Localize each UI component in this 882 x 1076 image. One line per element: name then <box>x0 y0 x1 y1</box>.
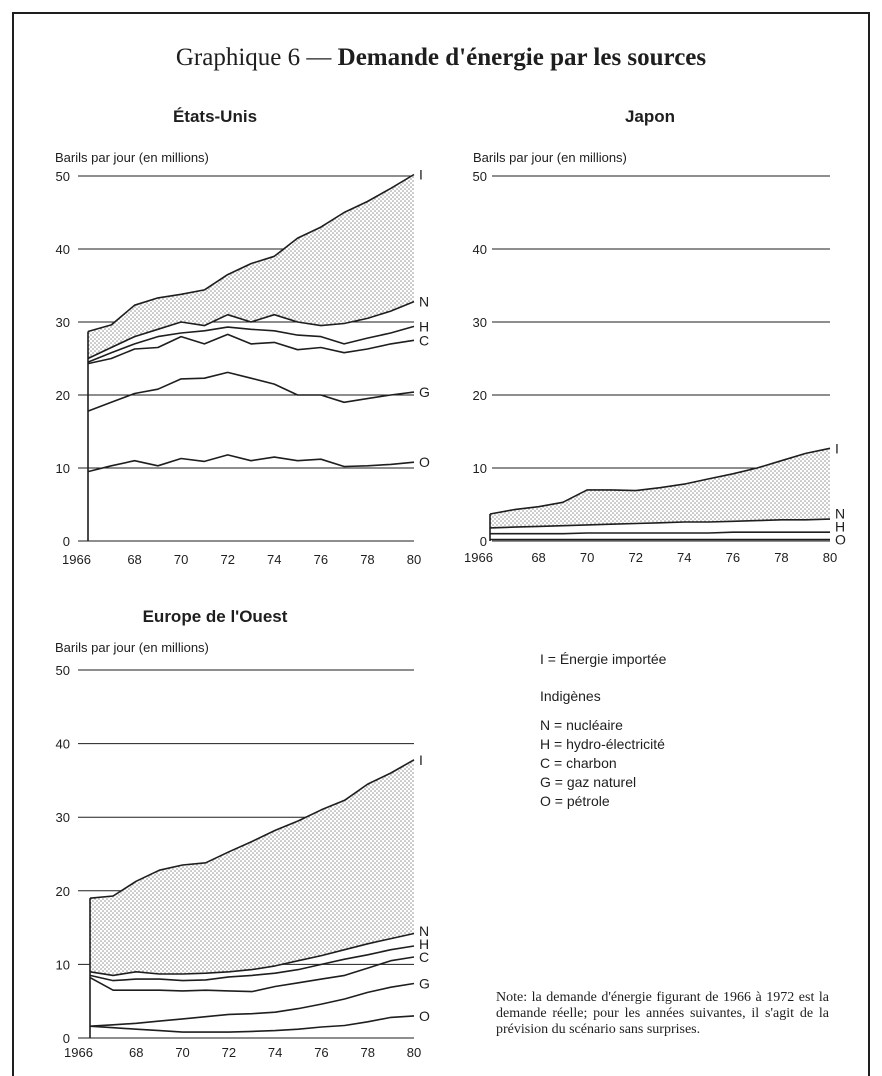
series-line-h <box>490 531 830 535</box>
x-tick-label: 1966 <box>464 550 493 565</box>
series-end-label: N <box>419 294 429 310</box>
series-end-label: I <box>419 752 423 768</box>
title-main: Demande d'énergie par les sources <box>337 44 707 71</box>
chart-title: États-Unis <box>173 107 257 126</box>
x-tick-label: 78 <box>360 552 374 567</box>
x-tick-label: 74 <box>677 550 691 565</box>
series-end-label: N <box>419 923 429 939</box>
series-end-label: O <box>419 454 430 470</box>
series-end-label: H <box>419 318 429 334</box>
series-line-i <box>89 759 415 899</box>
x-tick-label: 1966 <box>62 552 91 567</box>
legend: I = Énergie importée Indigènes N = nuclé… <box>540 650 666 811</box>
x-tick-label: 72 <box>628 550 642 565</box>
y-tick-label: 0 <box>63 1031 70 1046</box>
note: Note: la demande d'énergie figurant de 1… <box>496 990 829 1037</box>
series-line-n <box>89 932 415 977</box>
x-tick-label: 68 <box>127 552 141 567</box>
y-tick-label: 20 <box>473 388 487 403</box>
x-tick-label: 1966 <box>64 1045 93 1060</box>
x-tick-label: 74 <box>267 552 281 567</box>
series-line-g <box>87 371 415 412</box>
x-tick-label: 76 <box>314 1045 328 1060</box>
series-end-label: G <box>419 384 430 400</box>
series-line-n <box>489 518 831 529</box>
series-line-c <box>89 956 415 993</box>
x-tick-label: 76 <box>726 550 740 565</box>
series-line-i <box>489 447 831 515</box>
series-line-h <box>87 325 415 363</box>
series-end-label: C <box>419 332 429 348</box>
legend-item-h: H = hydro-électricité <box>540 736 665 752</box>
y-tick-label: 40 <box>56 242 70 257</box>
series-line-o <box>87 454 415 473</box>
legend-item-n: N = nucléaire <box>540 717 623 733</box>
y-tick-label: 20 <box>56 388 70 403</box>
x-tick-label: 70 <box>580 550 594 565</box>
chart-europe-ouest: Europe de l'Ouest Barils par jour (en mil… <box>55 607 430 1060</box>
legend-item-g: G = gaz naturel <box>540 774 637 790</box>
series-end-label: N <box>835 506 845 522</box>
x-tick-label: 68 <box>129 1045 143 1060</box>
x-tick-label: 68 <box>531 550 545 565</box>
x-tick-label: 76 <box>314 552 328 567</box>
x-tick-label: 80 <box>407 552 421 567</box>
y-tick-label: 0 <box>480 534 487 549</box>
series-line-i <box>87 173 415 333</box>
series-end-label: I <box>419 167 423 183</box>
x-tick-label: 78 <box>774 550 788 565</box>
series-end-label: H <box>835 519 845 535</box>
x-tick-label: 72 <box>220 552 234 567</box>
y-tick-label: 40 <box>56 737 70 752</box>
x-tick-label: 70 <box>175 1045 189 1060</box>
y-tick-label: 30 <box>473 315 487 330</box>
imported-area <box>90 759 414 976</box>
x-tick-label: 72 <box>222 1045 236 1060</box>
y-tick-label: 30 <box>56 315 70 330</box>
x-tick-label: 80 <box>823 550 837 565</box>
legend-imported: I = Énergie importée <box>540 651 667 667</box>
y-tick-label: 50 <box>56 663 70 678</box>
x-tick-label: 74 <box>268 1045 282 1060</box>
x-tick-label: 80 <box>407 1045 421 1060</box>
y-tick-label: 10 <box>56 461 70 476</box>
y-tick-label: 10 <box>473 461 487 476</box>
page-title: Graphique 6 — Demande d'énergie par les … <box>0 44 882 72</box>
y-tick-label: 50 <box>56 169 70 184</box>
series-end-label: C <box>419 949 429 965</box>
series-end-label: I <box>835 440 839 456</box>
chart-japon: Japon Barils par jour (en millions) 0 10 20 3… <box>464 107 846 565</box>
y-tick-label: 0 <box>63 534 70 549</box>
ylabel: Barils par jour (en millions) <box>55 150 209 165</box>
ylabel: Barils par jour (en millions) <box>473 150 627 165</box>
legend-indigenous-heading: Indigènes <box>540 688 601 704</box>
series-line-g <box>89 982 415 1027</box>
title-prefix: Graphique 6 — <box>175 44 332 71</box>
ylabel: Barils par jour (en millions) <box>55 640 209 655</box>
x-tick-label: 78 <box>360 1045 374 1060</box>
series-end-label: H <box>419 936 429 952</box>
legend-item-o: O = pétrole <box>540 793 610 809</box>
series-end-label: O <box>419 1008 430 1024</box>
y-tick-label: 50 <box>473 169 487 184</box>
y-tick-label: 20 <box>56 884 70 899</box>
series-line-o <box>89 1015 415 1033</box>
x-tick-label: 70 <box>174 552 188 567</box>
page-frame <box>12 12 870 1076</box>
chart-etats-unis: États-Unis Barils par jour (en millions) 0… <box>55 107 430 567</box>
chart-title: Europe de l'Ouest <box>143 607 288 626</box>
series-line-n <box>87 300 415 360</box>
series-end-label: G <box>419 976 430 992</box>
chart-title: Japon <box>625 107 675 126</box>
series-end-label: O <box>835 532 846 548</box>
y-tick-label: 30 <box>56 810 70 825</box>
series-line-c <box>87 333 415 365</box>
y-tick-label: 10 <box>56 957 70 972</box>
y-tick-label: 40 <box>473 242 487 257</box>
series-line-h <box>89 945 415 982</box>
legend-item-c: C = charbon <box>540 755 617 771</box>
